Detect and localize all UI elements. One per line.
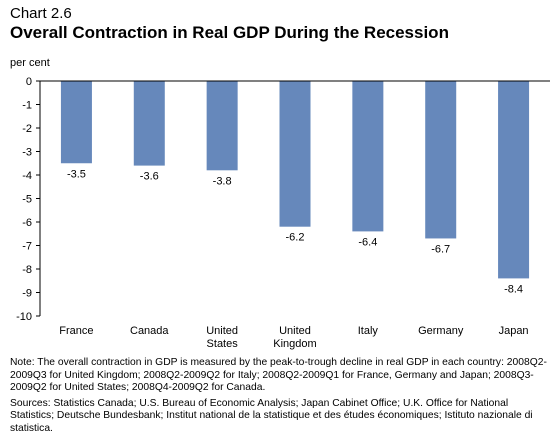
y-tick-label: -10 (16, 311, 32, 323)
labels-group: 0 -1 -2 -3 -4 -5 -6 -7 -8 -9 -10 -3.5 France -3.6 Cana… (16, 76, 528, 350)
notes-section: Note: The overall contraction in GDP is … (10, 357, 552, 439)
data-label: -6.4 (358, 236, 377, 248)
y-tick-label: -4 (22, 170, 32, 182)
bar-4 (352, 81, 384, 232)
category-label: Japan (499, 325, 529, 337)
data-label: -6.7 (431, 243, 450, 255)
bar-1 (133, 81, 165, 166)
y-tick-label: -3 (22, 147, 32, 159)
data-label: -3.5 (67, 168, 86, 180)
y-tick-label: -6 (22, 217, 32, 229)
bar-5 (425, 81, 457, 239)
chart-title: Overall Contraction in Real GDP During t… (10, 23, 449, 42)
category-label: France (59, 325, 93, 337)
category-label: United (279, 325, 311, 337)
y-axis-unit-label: per cent (10, 57, 50, 69)
y-tick-label: -2 (22, 123, 32, 135)
data-label: -3.8 (213, 175, 232, 187)
category-label: United (206, 325, 238, 337)
axes-group (36, 80, 550, 317)
chart-number: Chart 2.6 (10, 5, 72, 22)
bar-2 (206, 81, 238, 171)
data-label: -8.4 (504, 283, 523, 295)
category-label: Canada (130, 325, 169, 337)
category-label: Kingdom (273, 338, 316, 350)
y-tick-label: -9 (22, 288, 32, 300)
bar-chart: 0 -1 -2 -3 -4 -5 -6 -7 -8 -9 -10 -3.5 France -3.6 Cana… (16, 76, 550, 350)
y-tick-label: -1 (22, 100, 32, 112)
data-label: -3.6 (140, 171, 159, 183)
y-tick-label: -5 (22, 194, 32, 206)
y-tick-label: -7 (22, 241, 32, 253)
bar-3 (279, 81, 311, 227)
y-tick-label: 0 (26, 76, 32, 88)
y-tick-label: -8 (22, 264, 32, 276)
category-label: Italy (358, 325, 379, 337)
bar-6 (498, 81, 530, 279)
sources-text: Sources: Statistics Canada; U.S. Bureau … (10, 397, 533, 434)
data-label: -6.2 (286, 232, 305, 244)
note-text: Note: The overall contraction in GDP is … (10, 357, 547, 394)
bar-0 (60, 81, 92, 164)
category-label: States (207, 338, 239, 350)
bars-group (60, 81, 530, 279)
category-label: Germany (418, 325, 464, 337)
